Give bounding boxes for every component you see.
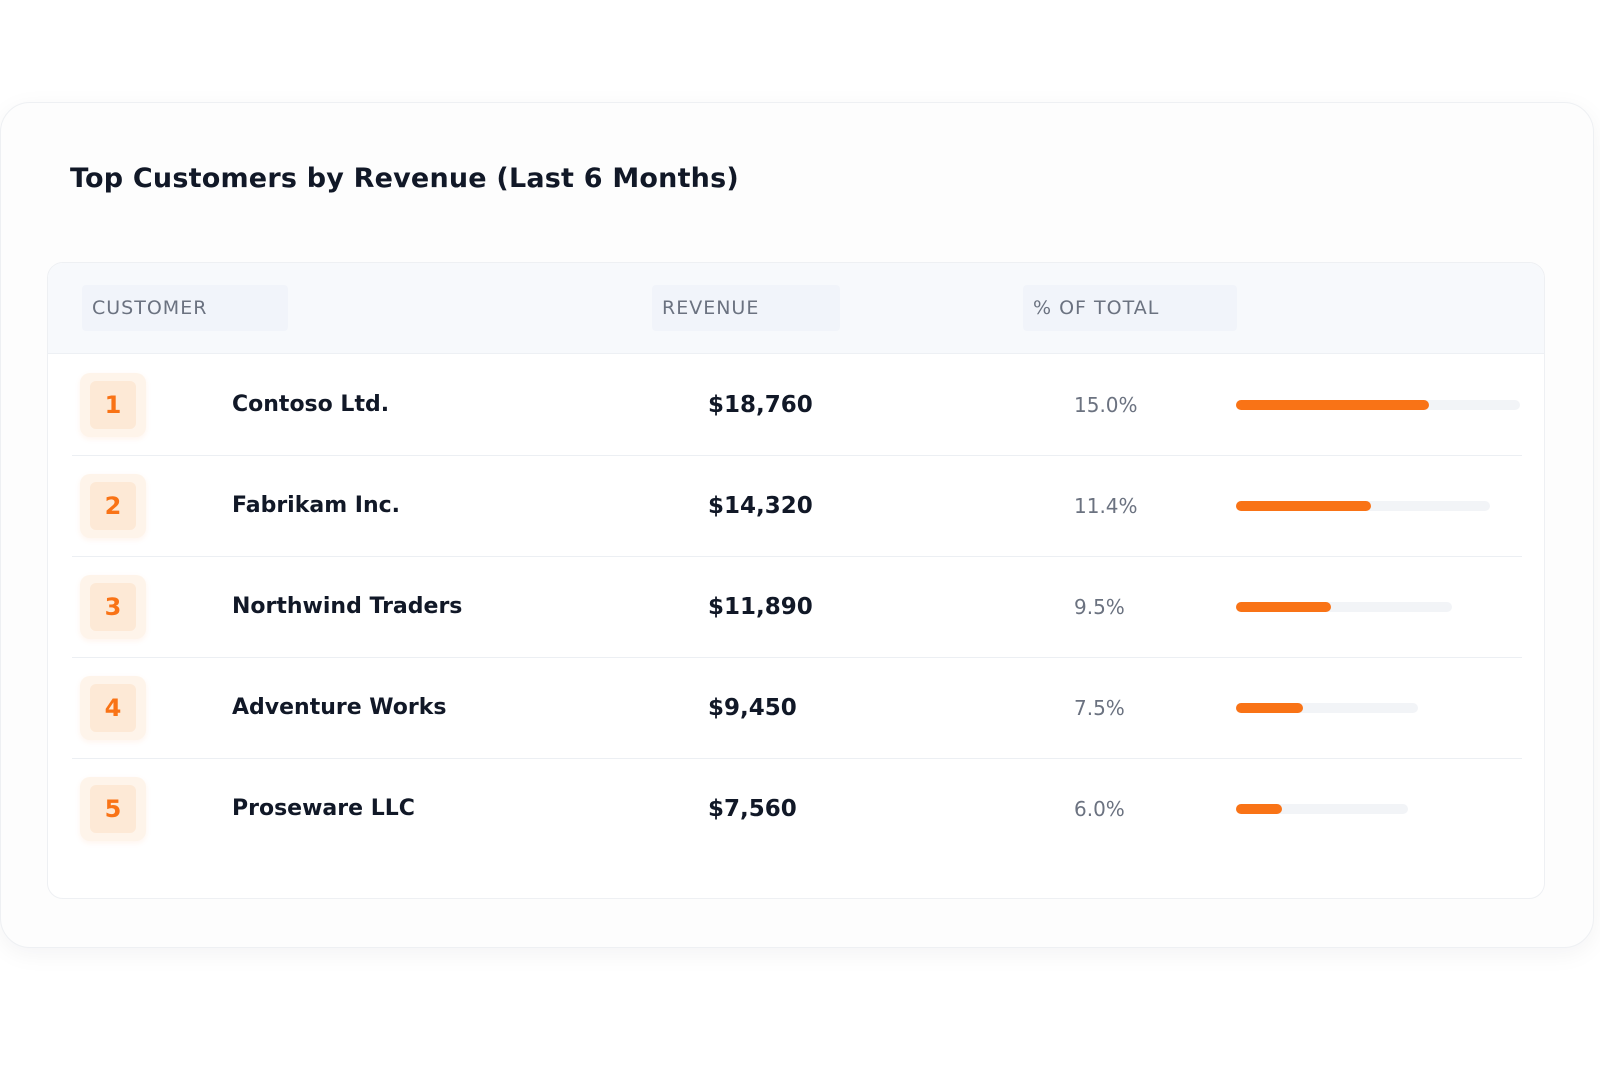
- share-bar-fill: [1236, 501, 1371, 511]
- table-row[interactable]: 3 Northwind Traders $11,890 9.5%: [72, 557, 1522, 658]
- rank-badge: 1: [80, 373, 146, 437]
- rank-number: 2: [90, 482, 136, 530]
- revenue-value: $11,890: [708, 594, 813, 620]
- table-row[interactable]: 2 Fabrikam Inc. $14,320 11.4%: [72, 456, 1522, 557]
- revenue-value: $7,560: [708, 796, 797, 822]
- customer-name: Northwind Traders: [232, 594, 463, 619]
- revenue-value: $18,760: [708, 392, 813, 418]
- rank-badge: 4: [80, 676, 146, 740]
- rank-number: 4: [90, 684, 136, 732]
- customers-table: CUSTOMER REVENUE % OF TOTAL 1 Contoso Lt…: [47, 262, 1545, 899]
- table-header: CUSTOMER REVENUE % OF TOTAL: [48, 263, 1544, 354]
- percent-of-total: 7.5%: [1074, 696, 1125, 720]
- share-bar-track: [1236, 501, 1490, 511]
- percent-of-total: 9.5%: [1074, 595, 1125, 619]
- revenue-value: $9,450: [708, 695, 797, 721]
- rank-number: 3: [90, 583, 136, 631]
- customer-name: Adventure Works: [232, 695, 447, 720]
- column-header-customer[interactable]: CUSTOMER: [82, 285, 288, 331]
- table-row[interactable]: 4 Adventure Works $9,450 7.5%: [72, 658, 1522, 759]
- share-bar-fill: [1236, 804, 1283, 814]
- column-header-revenue[interactable]: REVENUE: [652, 285, 840, 331]
- column-header-percent-of-total[interactable]: % OF TOTAL: [1023, 285, 1237, 331]
- rank-badge: 3: [80, 575, 146, 639]
- rank-number: 5: [90, 785, 136, 833]
- share-bar-track: [1236, 400, 1520, 410]
- share-bar-track: [1236, 804, 1408, 814]
- card-title: Top Customers by Revenue (Last 6 Months): [70, 163, 739, 194]
- customer-name: Contoso Ltd.: [232, 392, 390, 417]
- rank-badge: 5: [80, 777, 146, 841]
- top-customers-card: Top Customers by Revenue (Last 6 Months)…: [0, 102, 1594, 948]
- customer-name: Proseware LLC: [232, 796, 415, 821]
- revenue-value: $14,320: [708, 493, 813, 519]
- percent-of-total: 11.4%: [1074, 494, 1138, 518]
- share-bar-fill: [1236, 602, 1332, 612]
- share-bar-fill: [1236, 400, 1430, 410]
- rank-number: 1: [90, 381, 136, 429]
- share-bar-track: [1236, 703, 1418, 713]
- share-bar-fill: [1236, 703, 1304, 713]
- percent-of-total: 15.0%: [1074, 393, 1138, 417]
- percent-of-total: 6.0%: [1074, 797, 1125, 821]
- table-row[interactable]: 5 Proseware LLC $7,560 6.0%: [72, 759, 1522, 859]
- rank-badge: 2: [80, 474, 146, 538]
- table-row[interactable]: 1 Contoso Ltd. $18,760 15.0%: [72, 355, 1522, 456]
- customer-name: Fabrikam Inc.: [232, 493, 401, 518]
- share-bar-track: [1236, 602, 1452, 612]
